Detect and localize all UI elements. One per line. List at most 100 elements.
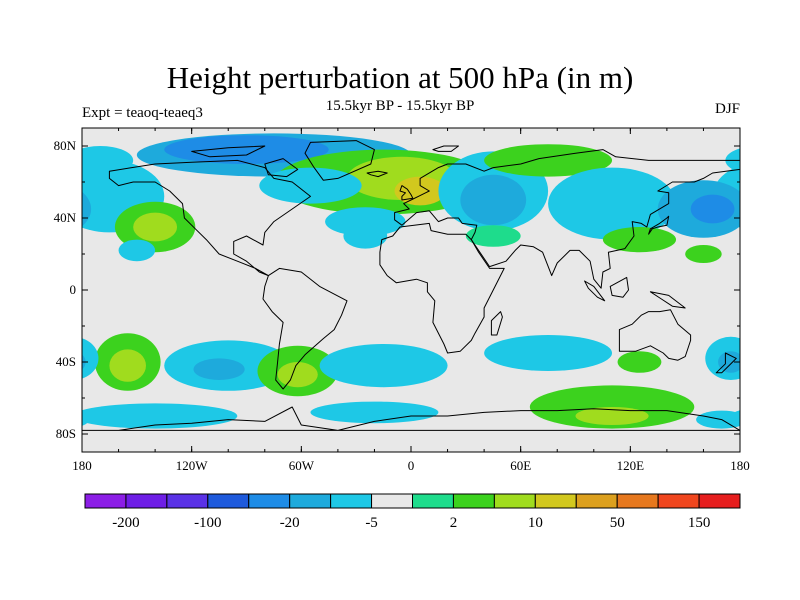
contour-east-asia-positive xyxy=(0,227,18,252)
colorbar-label: -20 xyxy=(280,515,300,531)
colorbar-swatch xyxy=(248,493,291,509)
coastline-new-zealand xyxy=(715,352,737,374)
longitude-axis: 180 120W 60W 0 60E 120E 180 xyxy=(72,128,750,473)
lon-tick-label: 180 xyxy=(72,458,92,473)
contour-greenland-negative xyxy=(259,167,362,204)
contour-tasman-negative xyxy=(82,338,99,379)
lat-tick-label: 40S xyxy=(56,354,76,369)
colorbar-label: 10 xyxy=(528,515,543,531)
contour-south-pacific-negative-core xyxy=(193,358,245,381)
colorbar-swatch xyxy=(125,493,168,509)
colorbar-swatch xyxy=(534,493,577,509)
height-perturbation-field xyxy=(0,133,800,429)
contour-northwest-pacific-negative xyxy=(82,191,92,227)
coastlines xyxy=(82,140,740,431)
colorbar: -200 -100 -20 -5 2 10 50 150 xyxy=(84,493,741,531)
coastline-australia xyxy=(618,309,692,361)
colorbar-swatch xyxy=(84,493,127,509)
contour-southern-ocean-negative-atlantic xyxy=(310,401,439,424)
contour-australia-positive xyxy=(0,385,36,428)
contour-mid-atlantic-negative xyxy=(325,207,406,237)
colorbar-label: 2 xyxy=(450,515,458,531)
contour-antarctic-negative-east xyxy=(82,413,90,426)
contour-russia-negative-core xyxy=(460,174,527,226)
contour-tasman-negative-core xyxy=(718,351,740,373)
latitude-axis: 80N 40N 0 40S 80S xyxy=(54,138,740,441)
season-label: DJF xyxy=(714,101,740,117)
contour-north-america-arctic-negative xyxy=(795,133,800,176)
coastline-africa xyxy=(379,222,505,354)
contour-asia-negative xyxy=(548,167,677,240)
contour-east-pacific-positive-core xyxy=(791,213,800,242)
contour-tropical-east-pacific-negative xyxy=(777,240,800,262)
lat-tick-label: 0 xyxy=(70,282,77,297)
lon-tick-label: 120W xyxy=(176,458,209,473)
contour-south-atlantic-negative xyxy=(319,344,448,388)
contour-south-america-positive-core xyxy=(277,362,318,388)
colorbar-label: 150 xyxy=(688,515,711,531)
coastline-sumatra xyxy=(584,280,606,302)
contour-europe-positive-peak xyxy=(394,176,446,206)
colorbar-swatch xyxy=(493,493,536,509)
colorbar-label: -5 xyxy=(365,515,378,531)
lon-tick-label: 60W xyxy=(289,458,315,473)
contour-southeast-indian-positive xyxy=(0,351,3,373)
contour-southeast-indian-positive xyxy=(617,351,662,373)
coastline-borneo xyxy=(609,276,629,298)
contour-australia-positive-core xyxy=(575,407,649,425)
colorbar-swatch xyxy=(330,493,373,509)
colorbar-swatch xyxy=(616,493,659,509)
contour-asia-negative xyxy=(0,168,18,240)
coastline-arctic-islands xyxy=(191,145,266,158)
coastline-madagascar xyxy=(490,311,503,336)
map-panel: 180 120W 60W 0 60E 120E 180 80N 40N 0 40S 80S xyxy=(0,127,800,473)
contour-tropical-atlantic-negative xyxy=(343,223,388,249)
lon-tick-label: 60E xyxy=(510,458,531,473)
colorbar-swatch xyxy=(575,493,618,509)
contour-western-pacific-positive xyxy=(685,245,722,263)
coastline-eurasia xyxy=(394,149,740,289)
colorbar-swatch xyxy=(289,493,332,509)
contour-indian-ocean-negative xyxy=(484,335,613,371)
colorbar-swatch xyxy=(207,493,250,509)
coastline-svalbard xyxy=(432,145,459,152)
contour-bering-negative xyxy=(82,146,134,175)
colorbar-swatch xyxy=(452,493,495,509)
plot-title: Height perturbation at 500 hPa (in m) xyxy=(166,60,634,95)
lat-tick-label: 80S xyxy=(56,426,76,441)
coastline-iceland xyxy=(366,170,388,178)
contour-arabia-positive xyxy=(465,225,521,247)
contour-western-pacific-positive xyxy=(27,245,64,263)
lon-tick-label: 0 xyxy=(408,458,415,473)
contour-east-pacific-positive-core xyxy=(133,212,178,242)
contour-southern-ocean-negative-west xyxy=(730,410,740,422)
lat-tick-label: 80N xyxy=(54,138,77,153)
contour-east-pacific-positive xyxy=(773,202,800,252)
contour-south-pacific-positive-core xyxy=(109,349,146,382)
coastline-new-guinea xyxy=(649,291,686,309)
coastline-japan xyxy=(648,215,670,235)
coastline-south-america xyxy=(262,267,348,390)
coastline-antarctica xyxy=(82,406,740,431)
contour-north-america-arctic-core xyxy=(164,135,329,165)
colorbar-swatch xyxy=(698,493,741,509)
colorbar-swatch xyxy=(166,493,209,509)
colorbar-swatch xyxy=(657,493,700,509)
lon-tick-label: 180 xyxy=(730,458,750,473)
contour-south-pacific-positive xyxy=(753,333,800,391)
colorbar-label: -100 xyxy=(194,515,222,531)
contour-south-pacific-positive-core xyxy=(767,349,800,381)
plot-subtitle: 15.5kyr BP - 15.5kyr BP xyxy=(325,98,475,114)
colorbar-label: 50 xyxy=(610,515,625,531)
coastline-north-america xyxy=(108,159,311,277)
colorbar-swatch xyxy=(371,493,413,509)
lon-tick-label: 120E xyxy=(617,458,645,473)
contour-tropical-east-pacific-negative xyxy=(118,239,156,262)
experiment-label: Expt = teaoq-teaeq3 xyxy=(82,105,203,121)
coastline-baffin xyxy=(264,158,299,178)
contour-east-asia-positive xyxy=(602,227,677,253)
colorbar-label: -200 xyxy=(112,515,140,531)
contour-northwest-pacific-core xyxy=(690,194,735,224)
colorbar-swatch xyxy=(412,493,454,509)
